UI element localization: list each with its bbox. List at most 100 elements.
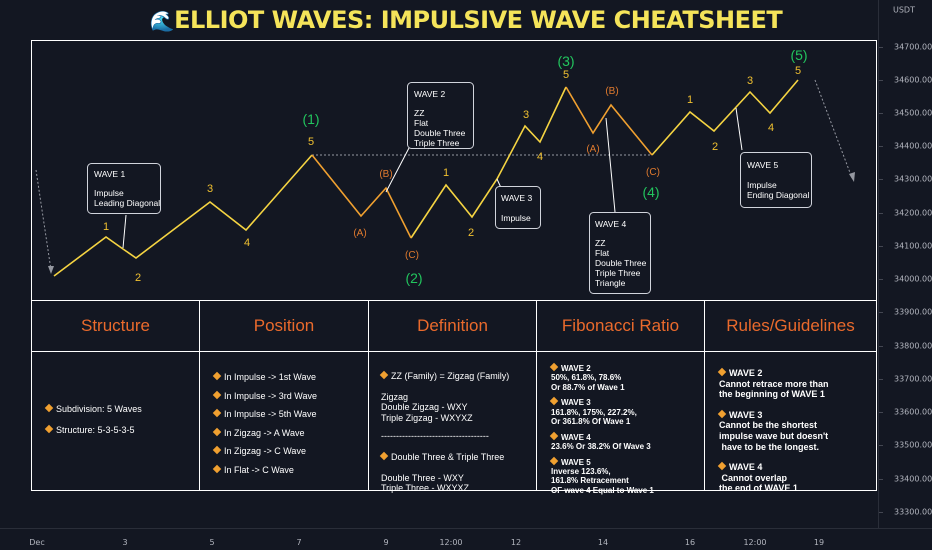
price-tick-label: 34000.00 bbox=[894, 274, 932, 284]
time-tick-label: 12 bbox=[510, 538, 522, 547]
fib-line: OF wave 4 Equal to Wave 1 bbox=[551, 485, 654, 495]
price-tick-label: 33700.00 bbox=[894, 374, 932, 384]
fib-line: 161.8%, 175%, 227.2%, bbox=[551, 407, 637, 417]
time-tick-label: 9 bbox=[383, 538, 389, 547]
diamond-icon bbox=[549, 456, 559, 465]
list-item: In Flat -> C Wave bbox=[212, 464, 366, 476]
wave2-callout-line: Triple Three bbox=[414, 138, 460, 148]
time-axis[interactable]: Dec 3 5 7 9 12:00 12 14 16 12:00 19 bbox=[0, 528, 932, 550]
primary-wave-label: (1) bbox=[302, 111, 319, 127]
price-axis[interactable]: USDT 34700.00 34600.00 34500.00 34400.00… bbox=[878, 0, 932, 528]
wave-label: 5 bbox=[795, 65, 801, 77]
chart-area[interactable]: 🌊ELLIOT WAVES: IMPULSIVE WAVE CHEATSHEET bbox=[0, 0, 878, 528]
primary-wave-label: (5) bbox=[790, 47, 807, 63]
fib-line: Or 361.8% Of Wave 1 bbox=[551, 417, 631, 427]
rule-line: Cannot retrace more than bbox=[719, 378, 829, 389]
price-tick-mark bbox=[879, 80, 883, 81]
rule-title: WAVE 2 bbox=[717, 367, 875, 379]
list-item: In Zigzag -> C Wave bbox=[212, 446, 366, 457]
wave2-corrective-line bbox=[311, 154, 412, 239]
rule-title: WAVE 3 bbox=[717, 409, 875, 421]
fib-title: WAVE 2 bbox=[549, 362, 703, 373]
wave1-callout-line: Impulse bbox=[94, 188, 124, 198]
definition-line: Double Three - WXY bbox=[381, 472, 464, 483]
price-tick-mark bbox=[879, 445, 883, 446]
wave1-impulse-line bbox=[53, 154, 313, 277]
wave4-callout-title: WAVE 4 bbox=[595, 219, 626, 229]
diamond-icon bbox=[212, 446, 222, 455]
list-item: In Impulse -> 1st Wave bbox=[212, 371, 366, 383]
wave3-callout-box bbox=[495, 186, 541, 229]
price-tick-mark bbox=[879, 246, 883, 247]
corrective-label: (A) bbox=[353, 228, 366, 239]
price-tick-mark bbox=[879, 47, 883, 48]
wave-label: 2 bbox=[712, 141, 718, 153]
corrective-label: (A) bbox=[586, 144, 599, 155]
fib-title: WAVE 3 bbox=[549, 397, 703, 407]
definition-line: Triple Zigzag - WXYXZ bbox=[381, 412, 473, 423]
fibonacci-cell: WAVE 2 50%, 61.8%, 78.6% Or 88.7% of Wav… bbox=[549, 352, 703, 495]
diamond-icon bbox=[717, 367, 727, 377]
wave-label: 2 bbox=[135, 272, 141, 284]
wave-label: 1 bbox=[443, 167, 449, 179]
position-cell: In Impulse -> 1st Wave In Impulse -> 3rd… bbox=[212, 352, 366, 490]
wave5-impulse-line bbox=[651, 79, 799, 156]
start-arrow-head bbox=[48, 266, 54, 274]
wave4-callout-line: Triple Three bbox=[595, 268, 641, 278]
ocean-wave-icon: 🌊 bbox=[149, 9, 175, 33]
corrective-label: (C) bbox=[646, 167, 660, 178]
definition-title: ZZ (Family) = Zigzag (Family) bbox=[379, 370, 533, 382]
wave-label: 3 bbox=[523, 109, 529, 121]
header-definition: Definition bbox=[417, 316, 488, 335]
wave-label: 3 bbox=[747, 75, 753, 87]
corrective-label: (C) bbox=[405, 250, 419, 261]
time-tick-label: 16 bbox=[684, 538, 696, 547]
wave1-callout-line: Leading Diagonal bbox=[94, 198, 160, 208]
price-tick-mark bbox=[879, 379, 883, 380]
corrective-label: (B) bbox=[605, 86, 618, 97]
diamond-icon bbox=[212, 371, 222, 381]
time-tick-label: 5 bbox=[209, 538, 215, 547]
rule-line: impulse wave but doesn't bbox=[719, 431, 829, 442]
structure-cell: Subdivision: 5 Waves Structure: 5-3-5-3-… bbox=[44, 352, 196, 490]
diamond-icon bbox=[549, 362, 559, 372]
price-tick-label: 33800.00 bbox=[894, 341, 932, 351]
fib-title: WAVE 4 bbox=[549, 431, 703, 442]
corrective-label: (B) bbox=[379, 169, 392, 180]
wave-label: 1 bbox=[103, 221, 109, 233]
start-arrow bbox=[35, 169, 52, 271]
diamond-icon bbox=[549, 431, 559, 440]
price-tick-mark bbox=[879, 346, 883, 347]
wave2-callout-title: WAVE 2 bbox=[414, 89, 445, 99]
table-frame bbox=[31, 300, 877, 491]
wave-label: 5 bbox=[308, 136, 314, 148]
diamond-icon bbox=[44, 403, 54, 413]
price-tick-label: 33600.00 bbox=[894, 407, 932, 417]
fib-line: Or 88.7% of Wave 1 bbox=[551, 382, 625, 392]
time-tick-label: 7 bbox=[296, 538, 302, 547]
wave1-callout-box bbox=[87, 163, 161, 214]
rule-line: Cannot be the shortest bbox=[719, 420, 818, 431]
price-tick-mark bbox=[879, 279, 883, 280]
diamond-icon bbox=[379, 370, 389, 380]
page-title: 🌊ELLIOT WAVES: IMPULSIVE WAVE CHEATSHEET bbox=[149, 6, 783, 34]
rule-line: the end of WAVE 1 bbox=[719, 483, 798, 494]
fib-line: 23.6% Or 38.2% Of Wave 3 bbox=[551, 442, 651, 452]
diamond-icon bbox=[717, 462, 727, 471]
diamond-icon bbox=[44, 424, 54, 433]
header-rules-guidelines: Rules/Guidelines bbox=[726, 316, 855, 335]
wave-label: 5 bbox=[563, 69, 569, 81]
definition-title: Double Three & Triple Three bbox=[379, 451, 533, 463]
time-tick-label: 12:00 bbox=[439, 538, 463, 547]
diamond-icon bbox=[717, 409, 727, 419]
primary-wave-label: (4) bbox=[642, 184, 659, 200]
list-item: In Impulse -> 3rd Wave bbox=[212, 390, 366, 402]
time-tick-label: Dec bbox=[29, 538, 45, 547]
wave2-callout-line: Double Three bbox=[414, 128, 466, 138]
list-item: Structure: 5-3-5-3-5 bbox=[44, 424, 196, 436]
definition-cell: ZZ (Family) = Zigzag (Family) Zigzag Dou… bbox=[379, 352, 533, 493]
list-item: In Impulse -> 5th Wave bbox=[212, 408, 366, 420]
wave4-callout-line: ZZ bbox=[595, 238, 605, 248]
time-tick-label: 14 bbox=[597, 538, 609, 547]
end-arrow bbox=[814, 79, 853, 179]
